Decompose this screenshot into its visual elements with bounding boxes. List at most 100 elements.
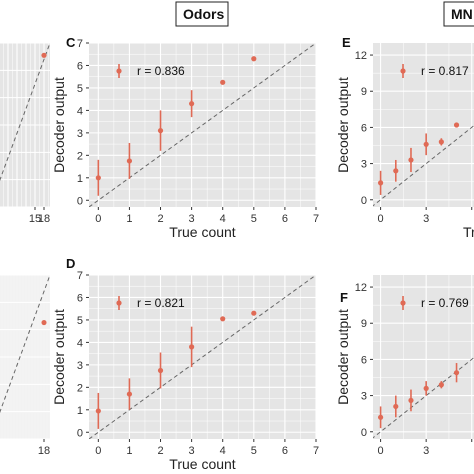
data-point-5 bbox=[453, 122, 460, 128]
x-tick-label: 18 bbox=[38, 213, 50, 225]
data-point-marker bbox=[393, 168, 399, 174]
panel-left-bottom: 18 bbox=[0, 275, 50, 457]
legend-label: r = 0.836 bbox=[137, 64, 185, 78]
data-point-marker bbox=[377, 414, 384, 420]
column-header-box bbox=[443, 1, 474, 27]
data-point-0 bbox=[41, 52, 47, 58]
data-point-marker bbox=[189, 101, 195, 107]
y-tick-label: 3 bbox=[361, 159, 367, 171]
y-tick-label: 5 bbox=[77, 315, 83, 327]
y-tick-label: 0 bbox=[361, 195, 367, 207]
data-point-marker bbox=[95, 175, 101, 181]
data-point-marker bbox=[251, 56, 257, 62]
x-tick-label: 2 bbox=[157, 445, 163, 457]
legend-marker bbox=[116, 68, 122, 74]
data-point-3 bbox=[423, 133, 429, 156]
data-point-3 bbox=[189, 326, 195, 368]
y-tick-label: 5 bbox=[77, 83, 83, 95]
y-axis-title: Decoder output bbox=[335, 309, 351, 405]
x-axis-title: True count bbox=[169, 224, 236, 240]
x-tick-label: 0 bbox=[95, 445, 101, 457]
y-axis-title: Decoder output bbox=[51, 77, 67, 173]
data-point-marker bbox=[95, 408, 101, 414]
data-point-5 bbox=[251, 310, 257, 316]
legend: r = 0.821 bbox=[116, 296, 185, 310]
plot-area bbox=[0, 275, 50, 439]
panel-D: r = 0.821 0 1 2 3 4 5 6 7 0 1 2 3 4 5 6 7 True count Decod… bbox=[51, 256, 319, 472]
identity-line bbox=[89, 43, 316, 207]
x-tick-label: 15 bbox=[29, 213, 41, 225]
data-point-1 bbox=[393, 395, 399, 418]
x-tick-label: 0 bbox=[95, 213, 101, 225]
identity-line bbox=[373, 124, 474, 207]
x-tick-label: 3 bbox=[423, 445, 429, 457]
data-point-4 bbox=[220, 79, 226, 85]
panel-background bbox=[373, 275, 474, 439]
data-point-marker bbox=[41, 52, 47, 58]
data-point-marker bbox=[453, 370, 460, 376]
x-axis-title: True count bbox=[169, 456, 236, 472]
panel-F: r = 0.769 0 3 0 3 6 9 12 Decoder output F bbox=[335, 275, 474, 457]
data-point-marker bbox=[251, 310, 257, 316]
y-tick-label: 2 bbox=[77, 150, 83, 162]
y-tick-label: 4 bbox=[77, 337, 83, 349]
panel-E: r = 0.817 0 3 0 3 6 9 12 True Decoder output E bbox=[335, 35, 474, 240]
data-point-marker bbox=[423, 141, 429, 147]
x-tick-label: 6 bbox=[282, 213, 288, 225]
x-tick-label: 4 bbox=[220, 213, 226, 225]
data-point-2 bbox=[157, 110, 164, 151]
legend-label: r = 0.769 bbox=[421, 296, 469, 310]
y-tick-label: 12 bbox=[355, 50, 367, 62]
y-tick-label: 12 bbox=[355, 282, 367, 294]
data-point-marker bbox=[438, 382, 444, 388]
y-axis-title: Decoder output bbox=[51, 309, 67, 405]
x-axis-title: True bbox=[463, 224, 474, 240]
identity-line bbox=[89, 275, 316, 439]
column-header-label: MN bbox=[451, 6, 473, 22]
data-point-marker bbox=[126, 158, 133, 164]
y-tick-label: 9 bbox=[361, 86, 367, 98]
legend-marker bbox=[116, 300, 122, 306]
x-tick-label: 0 bbox=[378, 213, 384, 225]
y-tick-label: 3 bbox=[77, 128, 83, 140]
data-point-5 bbox=[453, 363, 460, 383]
data-point-marker bbox=[438, 139, 444, 145]
column-header-odors: Odors bbox=[175, 1, 229, 27]
data-point-1 bbox=[126, 142, 133, 179]
y-tick-label: 6 bbox=[77, 292, 83, 304]
panel-letter: F bbox=[340, 290, 348, 305]
legend-label: r = 0.817 bbox=[421, 64, 469, 78]
x-tick-label: 3 bbox=[423, 213, 429, 225]
legend-label: r = 0.821 bbox=[137, 296, 185, 310]
data-point-0 bbox=[95, 159, 101, 196]
y-tick-label: 7 bbox=[77, 38, 83, 50]
x-tick-label: 1 bbox=[126, 213, 132, 225]
x-tick-label: 5 bbox=[251, 213, 257, 225]
data-point-1 bbox=[393, 159, 399, 182]
plot-area bbox=[373, 43, 474, 207]
data-point-0 bbox=[41, 319, 47, 326]
data-point-marker bbox=[220, 79, 226, 85]
data-point-marker bbox=[41, 319, 47, 326]
y-tick-label: 3 bbox=[77, 360, 83, 372]
plot-area bbox=[0, 43, 50, 207]
y-tick-label: 3 bbox=[361, 391, 367, 403]
x-tick-label: 7 bbox=[313, 445, 319, 457]
x-tick-label: 5 bbox=[251, 445, 257, 457]
y-tick-label: 0 bbox=[77, 195, 83, 207]
data-point-marker bbox=[453, 122, 460, 128]
x-tick-label: 18 bbox=[38, 445, 50, 457]
legend: r = 0.769 bbox=[400, 296, 469, 310]
data-point-marker bbox=[189, 344, 195, 350]
data-point-marker bbox=[408, 397, 414, 404]
x-tick-label: 4 bbox=[220, 445, 226, 457]
y-tick-label: 6 bbox=[77, 60, 83, 72]
identity-line bbox=[373, 356, 474, 439]
legend: r = 0.817 bbox=[400, 64, 469, 78]
plot-area bbox=[373, 275, 474, 439]
x-tick-label: 6 bbox=[282, 445, 288, 457]
y-tick-label: 7 bbox=[77, 270, 83, 282]
data-point-2 bbox=[157, 352, 164, 389]
data-point-2 bbox=[408, 389, 414, 412]
y-tick-label: 6 bbox=[361, 354, 367, 366]
